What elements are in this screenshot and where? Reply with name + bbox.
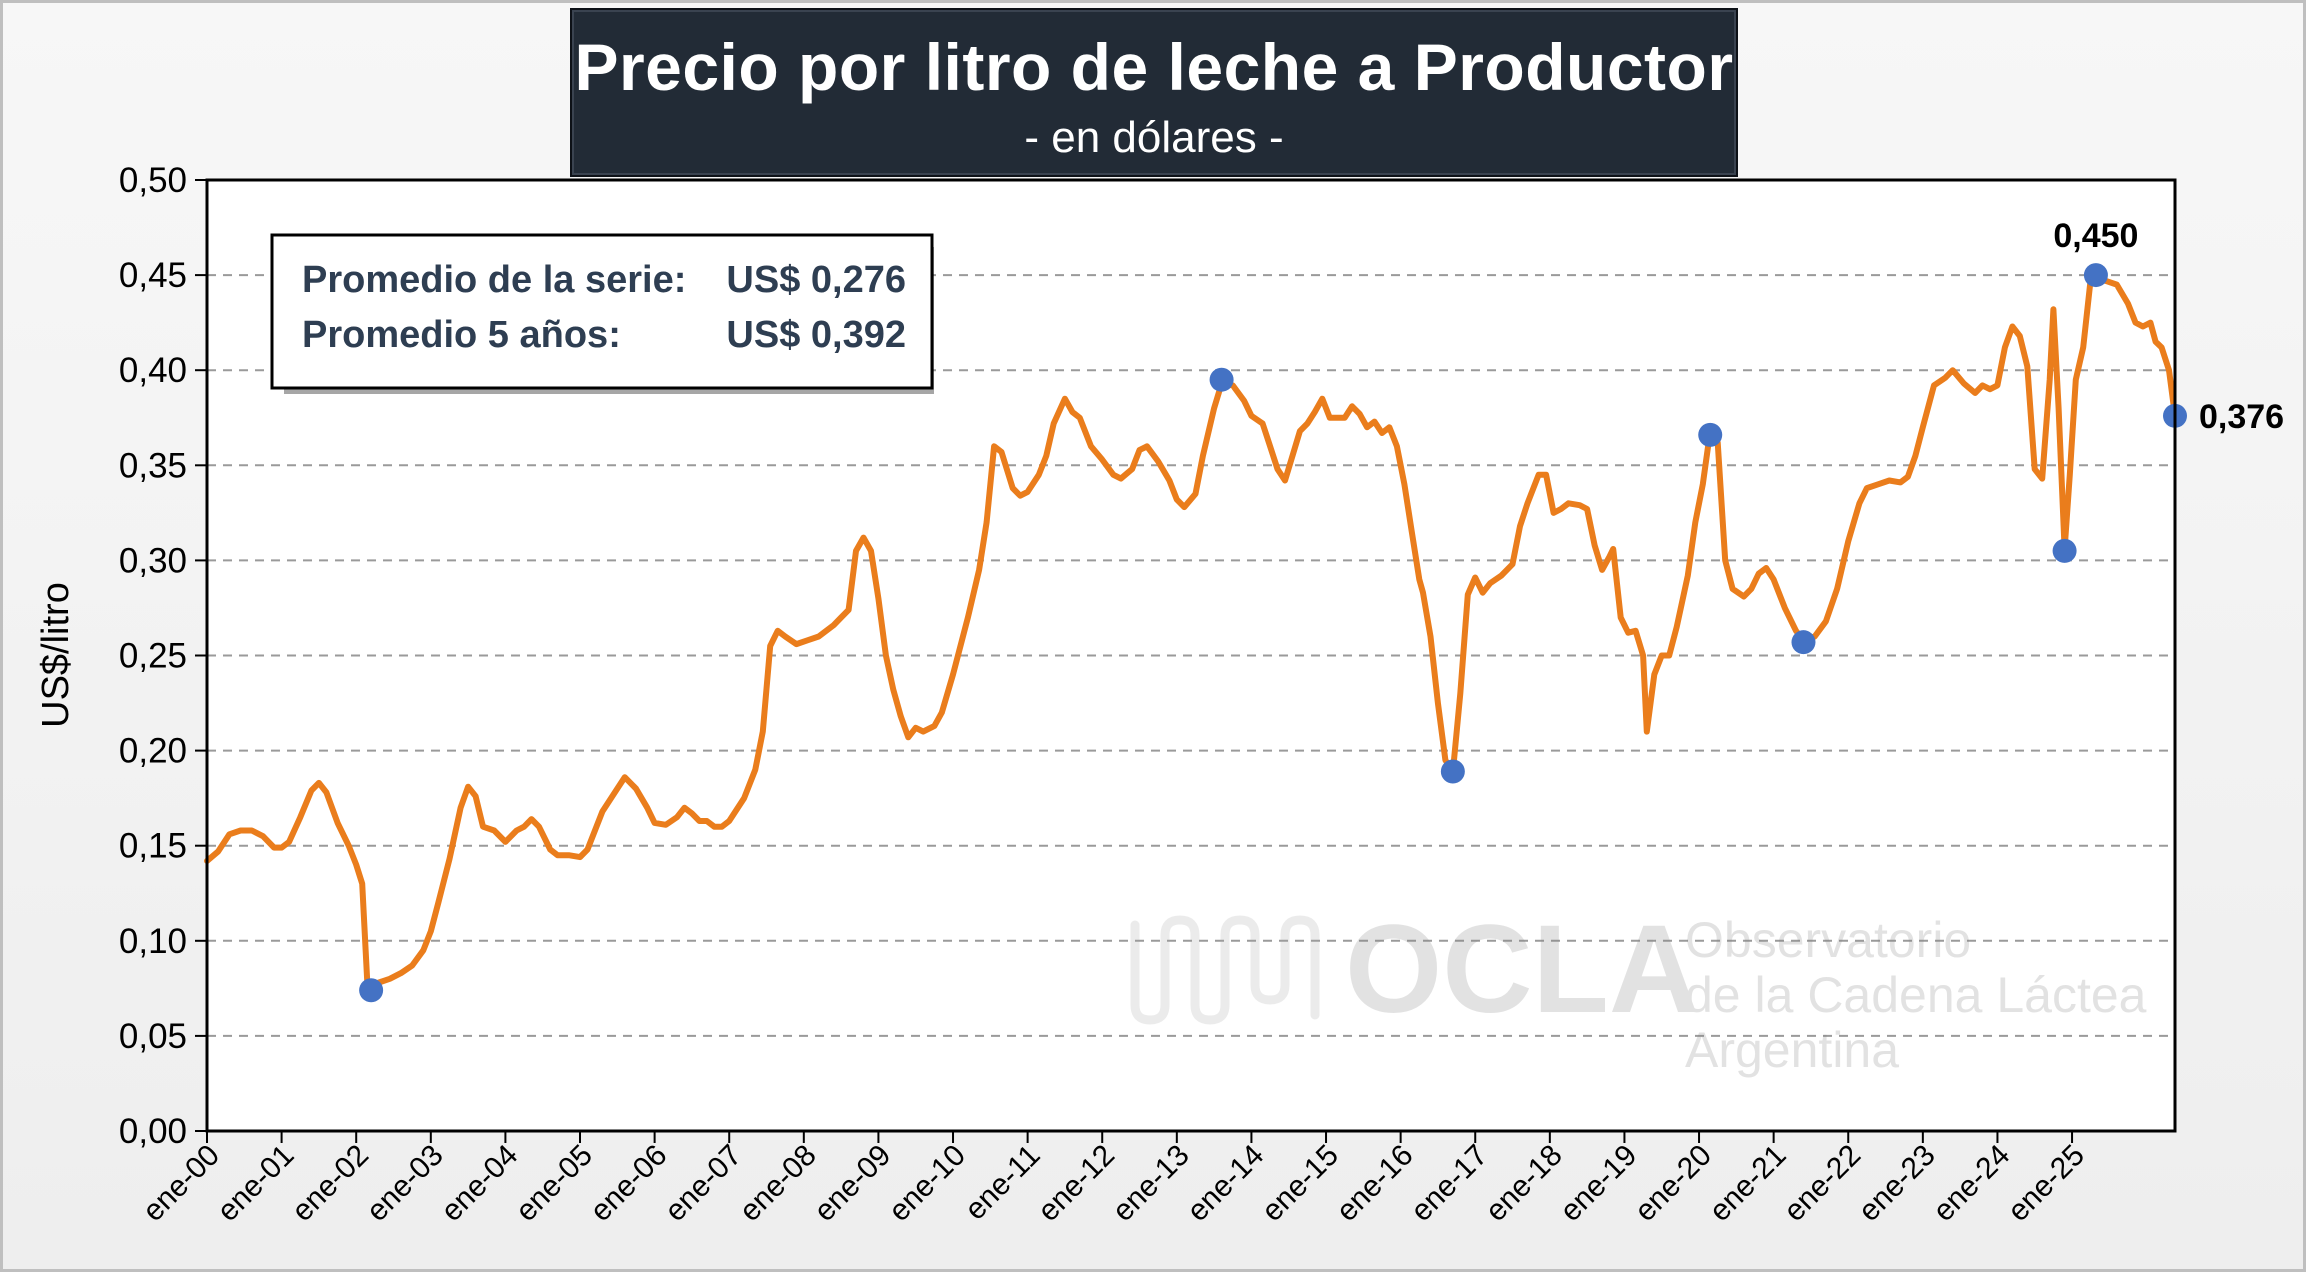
y-tick-label: 0,05 — [119, 1017, 187, 1056]
grid-lines — [207, 274, 2175, 1037]
watermark-line-2: de la Cadena Láctea — [1685, 967, 2147, 1023]
x-tick-label: ene-20 — [1629, 1139, 1718, 1228]
y-tick-label: 0,10 — [119, 922, 187, 961]
highlight-marker — [1791, 630, 1816, 655]
x-axis-ticks: ene-00ene-01ene-02ene-03ene-04ene-05ene-… — [137, 1131, 2091, 1228]
y-tick-label: 0,25 — [119, 637, 187, 676]
x-tick-label: ene-18 — [1479, 1139, 1568, 1228]
x-tick-label: ene-11 — [959, 1139, 1047, 1227]
annotation-five-year-average-value: US$ 0,392 — [726, 314, 906, 356]
annotation-series-average-value: US$ 0,276 — [726, 259, 906, 301]
title-banner: Precio por litro de leche a Productor - … — [570, 8, 1738, 177]
x-tick-label: ene-15 — [1256, 1139, 1345, 1228]
watermark-ocla: OCLA Observatorio de la Cadena Láctea Ar… — [1130, 900, 2147, 1078]
y-axis-label: US$/litro — [35, 582, 77, 728]
x-tick-label: ene-08 — [733, 1139, 822, 1228]
x-tick-label: ene-14 — [1181, 1139, 1270, 1228]
x-tick-label: ene-03 — [360, 1139, 449, 1228]
x-tick-label: ene-23 — [1852, 1139, 1941, 1228]
x-tick-label: ene-06 — [584, 1139, 673, 1228]
x-tick-label: ene-10 — [883, 1139, 972, 1228]
series-line — [204, 275, 2178, 994]
marker-data-label: 0,450 — [2053, 217, 2138, 255]
highlight-marker — [1209, 367, 1234, 392]
x-tick-label: ene-12 — [1032, 1139, 1121, 1228]
ocla-wave-logo — [1130, 915, 1320, 1025]
y-tick-label: 0,40 — [119, 351, 187, 390]
annotation-five-year-average-label: Promedio 5 años: — [302, 314, 621, 356]
x-tick-label: ene-25 — [2002, 1139, 2091, 1228]
markers-layer: 0,450 0,376 — [359, 217, 2284, 1003]
x-tick-label: ene-17 — [1405, 1139, 1494, 1228]
y-tick-label: 0,45 — [119, 256, 187, 295]
y-tick-label: 0,35 — [119, 446, 187, 485]
y-tick-label: 0,50 — [119, 161, 187, 200]
x-tick-label: ene-02 — [286, 1139, 375, 1228]
series-layer — [204, 275, 2178, 994]
watermark-line-3: Argentina — [1685, 1022, 1899, 1078]
x-tick-label: ene-13 — [1106, 1139, 1195, 1228]
chart-title: Precio por litro de leche a Productor — [574, 30, 1734, 104]
y-tick-label: 0,20 — [119, 732, 187, 771]
watermark-line-1: Observatorio — [1685, 912, 1971, 968]
x-tick-label: ene-19 — [1554, 1139, 1643, 1228]
watermark-logo-text: OCLA — [1345, 900, 1699, 1039]
highlight-marker — [2083, 263, 2108, 288]
y-tick-label: 0,15 — [119, 827, 187, 866]
x-tick-label: ene-04 — [435, 1139, 524, 1228]
y-tick-label: 0,00 — [119, 1112, 187, 1151]
highlight-marker — [1698, 422, 1723, 447]
highlight-marker — [1440, 759, 1465, 784]
highlight-marker — [359, 978, 384, 1003]
annotation-series-average-label: Promedio de la serie: — [302, 259, 686, 301]
x-tick-label: ene-22 — [1778, 1139, 1867, 1228]
y-axis-ticks: 0,00 0,05 0,10 0,15 0,20 0,25 0,30 0,35 0,40 0,45… — [119, 161, 207, 1151]
highlight-marker — [2052, 538, 2077, 563]
x-tick-label: ene-16 — [1330, 1139, 1419, 1228]
x-tick-label: ene-24 — [1927, 1139, 2016, 1228]
x-tick-label: ene-21 — [1703, 1139, 1792, 1228]
x-tick-label: ene-05 — [510, 1139, 599, 1228]
y-tick-label: 0,30 — [119, 541, 187, 580]
x-tick-label: ene-07 — [659, 1139, 748, 1228]
x-tick-label: ene-00 — [137, 1139, 226, 1228]
chart-subtitle: - en dólares - — [1024, 113, 1284, 162]
marker-data-label: 0,376 — [2199, 398, 2284, 436]
x-tick-label: ene-09 — [808, 1139, 897, 1228]
x-tick-label: ene-01 — [211, 1139, 300, 1228]
average-annotation-box: Promedio de la serie: US$ 0,276 Promedio… — [270, 233, 934, 394]
